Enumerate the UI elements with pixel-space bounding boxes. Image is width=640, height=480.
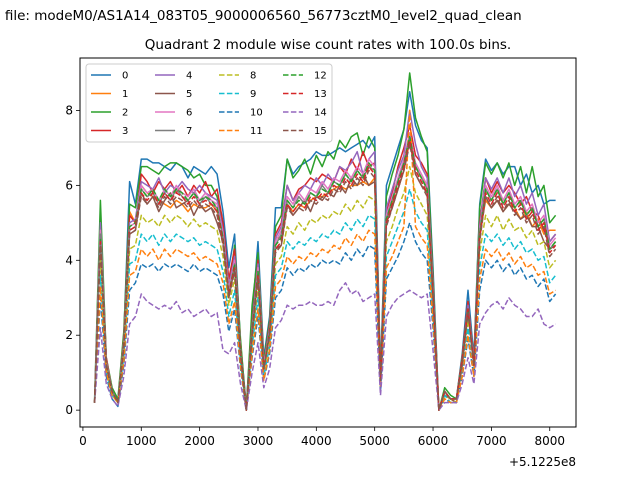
x-tick-label: 8000: [534, 434, 565, 448]
figure-suptitle: n file: modeM0/AS1A14_083T05_9000006560_…: [0, 8, 522, 24]
series-line-15: [93, 143, 557, 411]
legend-label-7: 7: [186, 126, 192, 137]
legend-label-13: 13: [314, 89, 327, 100]
series-line-1: [93, 135, 556, 411]
legend-label-15: 15: [314, 126, 327, 137]
x-tick-label: 0: [79, 434, 87, 448]
series-line-11: [93, 109, 556, 411]
series-line-7: [93, 135, 557, 411]
x-tick-label: 3000: [243, 434, 274, 448]
legend-label-5: 5: [186, 89, 192, 100]
legend-label-14: 14: [314, 108, 327, 119]
y-tick-label: 6: [65, 178, 73, 192]
x-tick-label: 1000: [126, 434, 157, 448]
legend-label-6: 6: [186, 108, 192, 119]
series-line-9: [93, 188, 557, 411]
legend-label-2: 2: [122, 108, 128, 119]
x-tick-label: 7000: [476, 434, 507, 448]
legend-label-12: 12: [314, 71, 327, 82]
ticks-layer: 0 1000 2000 3000 4000 5000 6000 7000 8000 0 2 4 6 8: [65, 103, 565, 448]
x-tick-label: 4000: [301, 434, 332, 448]
y-tick-label: 2: [65, 328, 73, 342]
legend-label-8: 8: [250, 71, 256, 82]
legend-label-3: 3: [122, 126, 128, 137]
y-tick-label: 4: [65, 253, 73, 267]
legend-label-10: 10: [250, 108, 263, 119]
legend-box: [85, 63, 333, 143]
y-tick-label: 0: [65, 403, 73, 417]
legend-label-9: 9: [250, 89, 256, 100]
chart-title: Quadrant 2 module wise count rates with …: [145, 37, 511, 53]
x-offset-label: +5.1225e8: [509, 455, 576, 469]
series-line-14: [93, 282, 556, 411]
legend-label-1: 1: [122, 89, 128, 100]
series-line-6: [93, 132, 557, 411]
series-line-12: [93, 135, 557, 411]
x-tick-label: 5000: [359, 434, 390, 448]
axes-frame: [79, 57, 577, 428]
legend-label-0: 0: [122, 71, 128, 82]
x-tick-label: 6000: [418, 434, 449, 448]
y-tick-label: 8: [65, 103, 73, 117]
legend-label-11: 11: [250, 126, 263, 137]
legend-label-4: 4: [186, 71, 192, 82]
series-layer: [93, 72, 557, 411]
x-tick-label: 2000: [184, 434, 215, 448]
